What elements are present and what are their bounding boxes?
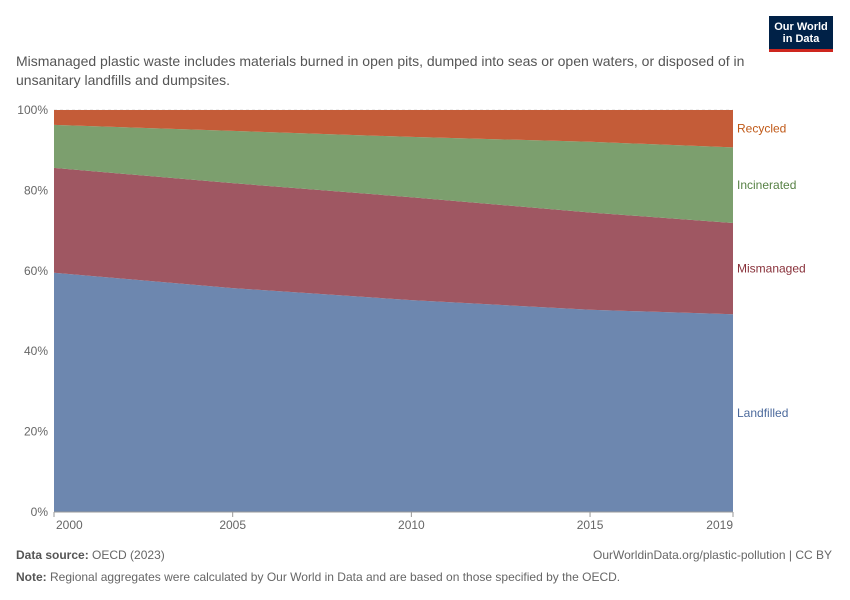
logo-line-1: Our World — [774, 21, 828, 33]
data-source-label: Data source: — [16, 548, 89, 562]
x-tick-label: 2015 — [577, 518, 604, 532]
source-url-link[interactable]: OurWorldinData.org/plastic-pollution | C… — [593, 548, 832, 562]
owid-logo[interactable]: Our World in Data — [769, 16, 833, 52]
chart-note: Note: Regional aggregates were calculate… — [16, 570, 620, 584]
series-label-landfilled: Landfilled — [737, 406, 788, 420]
area-landfilled — [54, 272, 733, 512]
chart-subtitle: Mismanaged plastic waste includes materi… — [16, 53, 745, 88]
note-label: Note: — [16, 570, 47, 584]
y-tick-label: 80% — [24, 183, 48, 197]
area-mismanaged — [54, 167, 733, 315]
series-label-recycled: Recycled — [737, 122, 786, 136]
x-tick-label: 2000 — [56, 518, 83, 532]
y-tick-label: 60% — [24, 264, 48, 278]
area-recycled — [54, 110, 733, 148]
x-tick-label: 2010 — [398, 518, 425, 532]
y-tick-label: 100% — [17, 103, 48, 117]
x-tick-label: 2019 — [706, 518, 733, 532]
y-tick-label: 20% — [24, 425, 48, 439]
area-incinerated — [54, 124, 733, 223]
series-label-incinerated: Incinerated — [737, 178, 796, 192]
note-value: Regional aggregates were calculated by O… — [50, 570, 621, 584]
data-source-value: OECD (2023) — [92, 548, 165, 562]
series-label-mismanaged: Mismanaged — [737, 262, 806, 276]
data-source: Data source: OECD (2023) — [16, 548, 165, 562]
logo-line-2: in Data — [782, 33, 820, 45]
y-tick-label: 0% — [31, 505, 49, 519]
y-tick-label: 40% — [24, 344, 48, 358]
x-tick-label: 2005 — [219, 518, 246, 532]
